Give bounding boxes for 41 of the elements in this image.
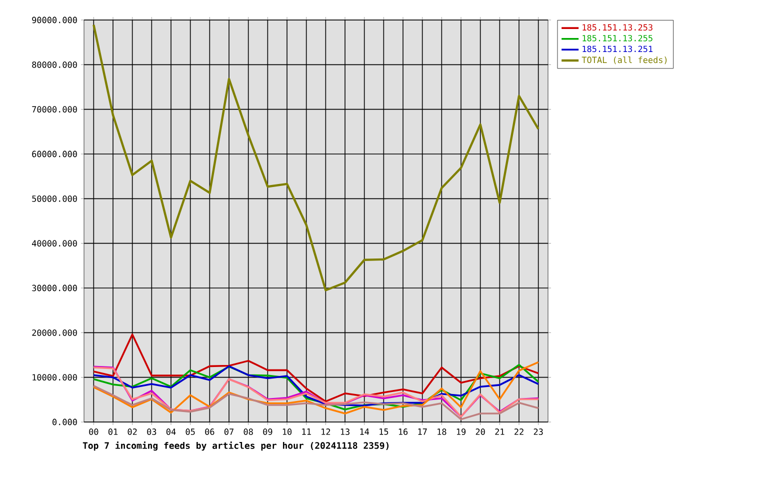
- legend-label: 185.151.13.255: [582, 34, 652, 42]
- x-tick-label: 23: [534, 428, 543, 435]
- y-tick-label: 80000.000: [32, 61, 77, 68]
- y-tick-label: 50000.000: [32, 195, 77, 202]
- x-tick-label: 05: [186, 428, 195, 435]
- legend-label: 185.151.13.251: [582, 46, 652, 52]
- x-tick-label: 16: [398, 428, 408, 435]
- y-tick-label: 70000.000: [32, 106, 77, 113]
- x-tick-label: 00: [89, 428, 98, 435]
- x-tick-label: 15: [380, 428, 388, 435]
- x-tick-label: 22: [514, 428, 524, 435]
- x-tick-label: 03: [147, 428, 156, 435]
- x-tick-label: 13: [340, 428, 350, 435]
- y-tick-label: 20000.000: [32, 329, 77, 336]
- x-tick-label: 17: [418, 428, 427, 435]
- y-tick-label: 30000.000: [32, 284, 77, 292]
- x-tick-label: 01: [108, 428, 118, 435]
- x-tick-label: 21: [495, 428, 504, 435]
- x-tick-label: 08: [244, 428, 253, 435]
- x-tick-label: 14: [360, 428, 370, 435]
- x-axis-title: Top 7 incoming feeds by articles per hour (20241118 2359): [82, 442, 389, 451]
- x-tick-label: 12: [322, 428, 330, 435]
- x-tick-label: 18: [438, 428, 446, 435]
- x-tick-label: 07: [224, 428, 234, 435]
- y-tick-label: 0.000: [52, 418, 77, 426]
- x-tick-label: 09: [263, 428, 272, 435]
- line-series: [92, 24, 540, 292]
- line-series: [92, 384, 540, 420]
- legend-label: 185.151.13.253: [582, 24, 652, 31]
- y-tick-label: 90000.000: [32, 16, 77, 24]
- legend-label: TOTAL (all feeds): [582, 56, 667, 64]
- x-tick-label: 19: [456, 428, 466, 435]
- y-tick-label: 10000.000: [32, 374, 77, 381]
- x-tick-label: 11: [302, 428, 311, 435]
- x-tick-label: 02: [128, 428, 137, 435]
- x-tick-label: 06: [205, 428, 214, 435]
- y-tick-label: 40000.000: [32, 240, 77, 247]
- x-tick-label: 10: [282, 428, 292, 435]
- y-tick-label: 60000.000: [32, 150, 77, 158]
- x-tick-label: 20: [476, 428, 485, 435]
- x-tick-label: 04: [166, 428, 176, 435]
